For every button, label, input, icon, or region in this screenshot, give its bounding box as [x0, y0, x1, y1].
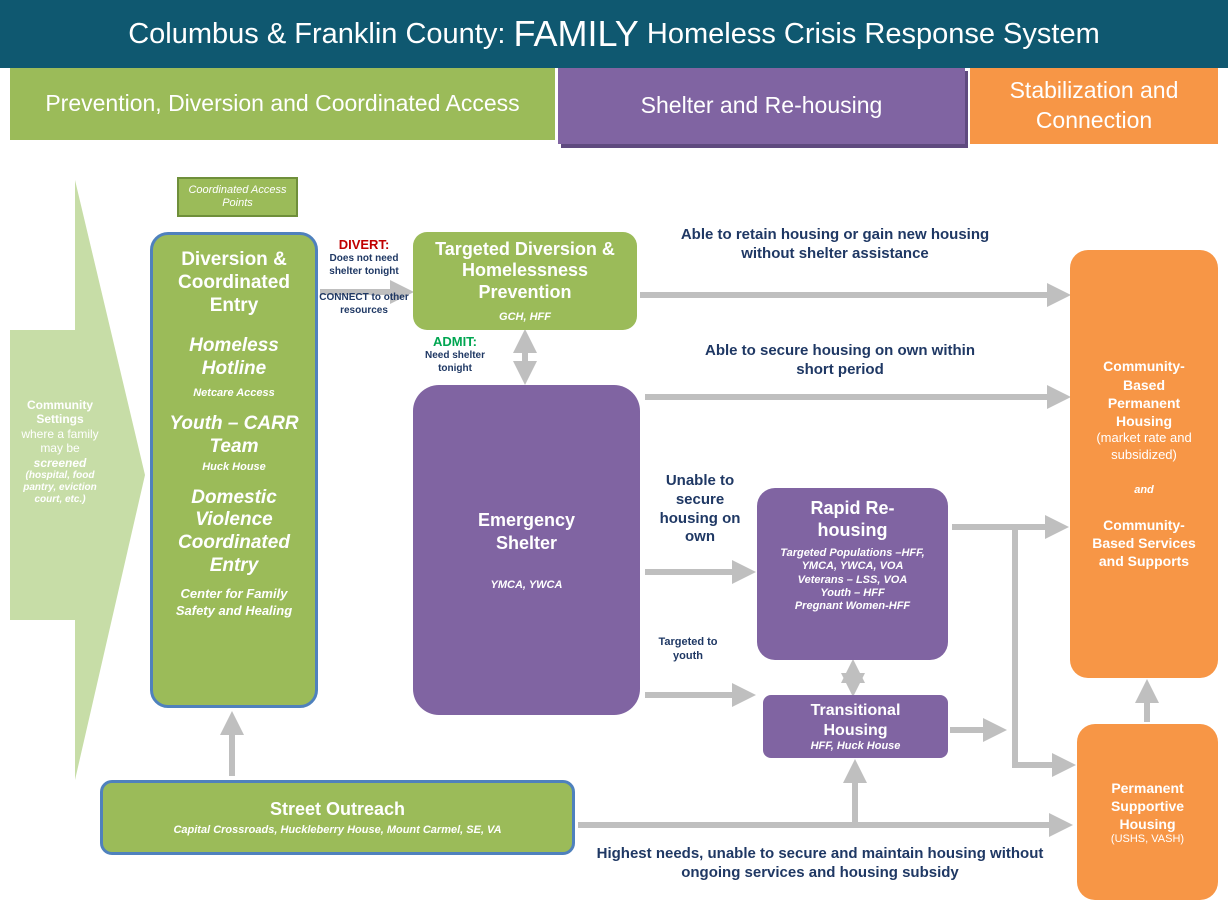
phase-label: Shelter and Re-housing — [640, 92, 883, 119]
title-text: Columbus & Franklin County: — [128, 17, 506, 50]
arrow — [1012, 527, 1076, 777]
phase-label: Prevention, Diversion and Coordinated Ac… — [45, 90, 520, 117]
admit-label: ADMIT: Need shelter tonight — [420, 334, 490, 375]
title-text: Homeless Crisis Response System — [646, 17, 1100, 50]
settings-examples: (hospital, food pantry, eviction court, … — [23, 469, 97, 505]
node-title: Transitional Housing — [810, 702, 901, 739]
phase-band — [558, 68, 965, 144]
access-points-box: Coordinated Access Points — [177, 177, 298, 217]
divert-note: Does not need shelter tonight — [329, 253, 399, 277]
admit-note: Need shelter tonight — [424, 350, 486, 374]
node-providers: GCH, HFF — [499, 311, 551, 324]
settings-text: where a family may be — [21, 426, 99, 456]
settings-arrow — [75, 180, 145, 780]
emergency-shelter-box: Emergency Shelter YMCA, YWCA — [413, 385, 640, 715]
node-providers: (USHS, VASH) — [1110, 833, 1185, 846]
phase-band — [970, 68, 1218, 144]
phase-band — [10, 68, 555, 140]
transitional-box: Transitional Housing HFF, Huck House — [763, 695, 948, 758]
flow-label: Targeted to youth — [658, 636, 718, 662]
settings-title: Community Settings — [27, 398, 93, 427]
divert-label: DIVERT: Does not need shelter tonight CO… — [318, 237, 410, 317]
header-bar — [0, 0, 1228, 68]
node-title: Targeted Diversion & Homelessness Preven… — [435, 238, 615, 302]
node-title: Street Outreach — [269, 799, 406, 819]
diversion-box: Diversion & Coordinated Entry Homeless H… — [150, 232, 318, 708]
node-providers: YMCA, YWCA — [490, 579, 563, 592]
rapid-rehousing-box: Rapid Re-housing Targeted Populations –H… — [757, 488, 948, 660]
arrows — [220, 280, 1159, 837]
node-providers: Capital Crossroads, Huckleberry House, M… — [173, 824, 502, 836]
node-title: Diversion & Coordinated Entry — [178, 249, 290, 316]
flow-label: Able to secure housing on own within sho… — [705, 342, 975, 378]
community-housing-box: Community-Based Permanent Housing (marke… — [1070, 250, 1218, 678]
title-emphasis: FAMILY — [513, 13, 639, 54]
entry-provider: Huck House — [202, 460, 266, 473]
node-note: (market rate and subsidized) — [1096, 430, 1192, 463]
flow-label: Unable to secure housing on own — [659, 472, 741, 546]
community-settings: Community Settings where a family may be… — [12, 398, 108, 506]
node-line: Veterans – LSS, VOA — [797, 573, 908, 586]
node-title: Permanent Supportive Housing — [1110, 779, 1185, 833]
node-title: Rapid Re-housing — [810, 498, 895, 540]
admit-title: ADMIT: — [432, 334, 478, 349]
entry-name: Domestic Violence Coordinated Entry — [178, 486, 290, 576]
node-conjunction: and — [1134, 483, 1154, 496]
entry-provider: Center for Family Safety and Healing — [175, 585, 293, 618]
node-line: Youth – HFF — [820, 586, 885, 599]
flow-label: Highest needs, unable to secure and main… — [596, 845, 1044, 881]
node-title: Community-Based Services and Supports — [1092, 516, 1196, 570]
street-outreach-box: Street Outreach Capital Crossroads, Huck… — [100, 780, 575, 855]
targeted-diversion-box: Targeted Diversion & Homelessness Preven… — [413, 232, 637, 330]
entry-name: Homeless Hotline — [189, 335, 279, 380]
node-line: Pregnant Women-HFF — [794, 599, 911, 612]
settings-emphasis: screened — [33, 455, 87, 470]
node-title: Emergency Shelter — [477, 509, 576, 553]
header-title: Columbus & Franklin County: FAMILY Homel… — [0, 0, 1228, 68]
settings-block — [10, 330, 78, 620]
entry-name: Youth – CARR Team — [169, 412, 299, 457]
node-line: Targeted Populations –HFF, YMCA, YWCA, V… — [780, 547, 925, 573]
node-title: Community-Based Permanent Housing — [1103, 358, 1185, 430]
psh-box: Permanent Supportive Housing (USHS, VASH… — [1077, 724, 1218, 900]
phase-label: Stabilization and Connection — [1009, 77, 1179, 133]
connect-note: CONNECT to other resources — [319, 292, 409, 316]
entry-provider: Netcare Access — [193, 386, 275, 399]
divert-title: DIVERT: — [338, 237, 390, 252]
flow-label: Able to retain housing or gain new housi… — [680, 226, 990, 262]
node-providers: HFF, Huck House — [810, 739, 901, 752]
